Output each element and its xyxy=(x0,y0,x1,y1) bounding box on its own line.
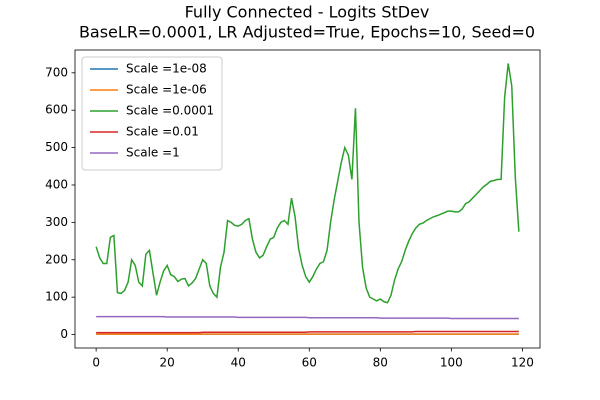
series-line xyxy=(96,330,519,334)
legend-box xyxy=(81,56,223,171)
y-tick-label: 0 xyxy=(60,327,68,341)
y-tick-label: 200 xyxy=(45,252,68,266)
x-tick-label: 20 xyxy=(160,356,175,370)
legend-label: Scale =1 xyxy=(126,146,180,160)
x-tick-label: 100 xyxy=(440,356,463,370)
plot-frame xyxy=(74,49,541,349)
x-tick-label: 60 xyxy=(302,356,317,370)
legend-label: Scale =0.0001 xyxy=(126,104,214,118)
x-tick-label: 80 xyxy=(373,356,388,370)
y-tick-label: 700 xyxy=(45,65,68,79)
y-tick-label: 400 xyxy=(45,177,68,191)
y-tick-label: 500 xyxy=(45,140,68,154)
chart-title: Fully Connected - Logits StDev xyxy=(185,3,430,22)
y-tick-label: 300 xyxy=(45,215,68,229)
legend-label: Scale =1e-06 xyxy=(126,83,207,97)
y-tick-label: 600 xyxy=(45,103,68,117)
legend-label: Scale =0.01 xyxy=(126,125,199,139)
y-tick-label: 100 xyxy=(45,290,68,304)
series-line xyxy=(95,63,520,304)
x-tick-label: 120 xyxy=(511,356,534,370)
legend-label: Scale =1e-08 xyxy=(126,62,207,76)
x-tick-label: 0 xyxy=(92,356,100,370)
series-line xyxy=(96,315,519,320)
x-tick-label: 40 xyxy=(231,356,246,370)
chart-subtitle: BaseLR=0.0001, LR Adjusted=True, Epochs=… xyxy=(79,23,535,42)
